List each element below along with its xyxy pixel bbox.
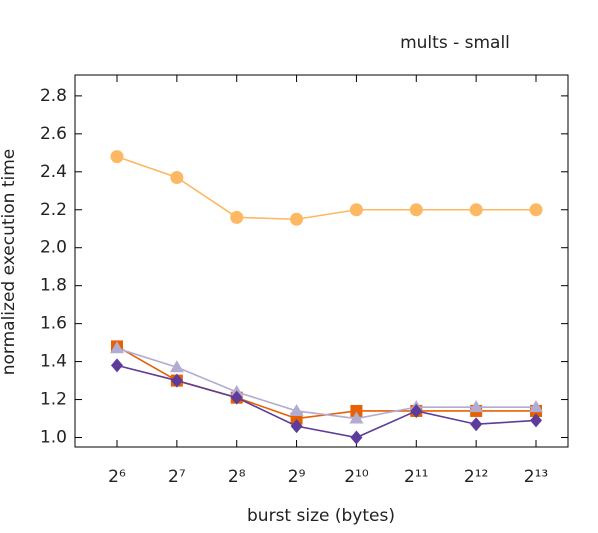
point	[289, 403, 304, 416]
chart-title: mults - small	[400, 33, 510, 53]
point	[170, 170, 184, 184]
point	[350, 404, 363, 417]
point	[349, 411, 364, 424]
y-tick-label: 2.8	[40, 86, 67, 106]
x-tick-label: 2¹⁰	[344, 467, 369, 487]
series-line	[116, 364, 537, 439]
point	[290, 212, 304, 226]
point	[469, 400, 484, 413]
point	[529, 203, 543, 217]
point	[230, 390, 243, 405]
point	[110, 341, 124, 354]
series-line	[116, 155, 536, 221]
y-tick-label: 2.6	[40, 124, 67, 144]
y-axis-label: normalized execution time	[0, 149, 19, 376]
x-tick-label: 2¹²	[464, 467, 488, 487]
y-tick-label: 2.4	[40, 162, 67, 182]
point	[530, 413, 542, 428]
point	[170, 373, 183, 388]
point	[110, 150, 124, 164]
point	[290, 419, 303, 434]
y-tick-label: 2.2	[40, 200, 67, 220]
point	[349, 203, 363, 217]
y-tick-label: 1.8	[40, 276, 67, 296]
point	[409, 203, 423, 217]
x-tick-label: 2¹¹	[404, 467, 428, 487]
x-axis-label: burst size (bytes)	[247, 506, 395, 526]
plot-frame	[74, 74, 569, 448]
x-tick-label: 2⁹	[288, 467, 306, 487]
y-tick-label: 2.0	[40, 238, 67, 258]
point	[350, 430, 363, 445]
point	[469, 203, 483, 217]
point	[470, 417, 483, 432]
point	[169, 360, 184, 373]
point	[111, 358, 123, 373]
series-line	[116, 347, 536, 420]
x-tick-label: 2⁶	[108, 467, 126, 487]
x-tick-label: 2⁷	[168, 467, 186, 487]
y-tick-label: 1.0	[40, 428, 67, 448]
x-tick-label: 2⁸	[228, 467, 246, 487]
y-tick-label: 1.2	[40, 390, 67, 410]
y-tick-label: 1.6	[40, 314, 67, 334]
point	[230, 210, 244, 224]
y-tick-label: 1.4	[40, 352, 67, 372]
x-tick-label: 2¹³	[524, 467, 548, 487]
point	[410, 403, 423, 418]
point	[529, 400, 543, 413]
